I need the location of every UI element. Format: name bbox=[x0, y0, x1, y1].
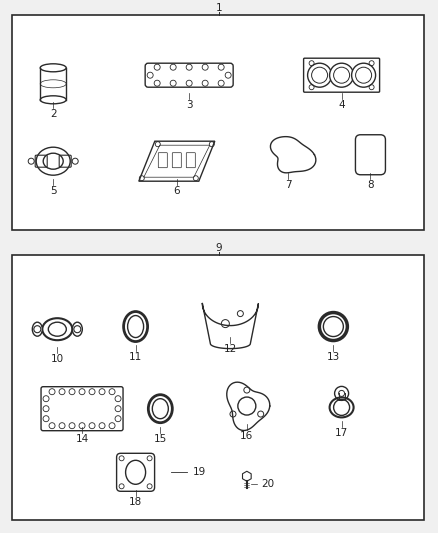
Text: 13: 13 bbox=[327, 352, 340, 361]
Ellipse shape bbox=[40, 80, 66, 88]
Text: 4: 4 bbox=[338, 100, 345, 110]
Circle shape bbox=[323, 317, 343, 336]
Circle shape bbox=[258, 411, 264, 417]
Text: 14: 14 bbox=[75, 434, 88, 443]
Circle shape bbox=[230, 411, 236, 417]
Text: 11: 11 bbox=[129, 352, 142, 361]
Text: 5: 5 bbox=[50, 186, 57, 196]
Ellipse shape bbox=[72, 322, 82, 336]
Circle shape bbox=[307, 63, 332, 87]
Circle shape bbox=[244, 387, 250, 393]
Text: 18: 18 bbox=[129, 497, 142, 507]
Text: 3: 3 bbox=[186, 100, 192, 110]
Text: 19: 19 bbox=[193, 467, 206, 477]
Text: 20: 20 bbox=[261, 479, 274, 489]
Text: 10: 10 bbox=[51, 354, 64, 364]
Bar bbox=[12, 255, 424, 520]
Circle shape bbox=[238, 397, 256, 415]
Circle shape bbox=[352, 63, 376, 87]
Text: 6: 6 bbox=[173, 186, 180, 196]
Circle shape bbox=[334, 399, 350, 415]
Text: 17: 17 bbox=[335, 429, 348, 439]
Text: 16: 16 bbox=[240, 431, 254, 441]
Ellipse shape bbox=[152, 399, 168, 419]
Ellipse shape bbox=[126, 461, 145, 484]
Bar bbox=[12, 15, 424, 230]
Circle shape bbox=[339, 390, 345, 397]
Text: 8: 8 bbox=[367, 180, 374, 190]
Text: 1: 1 bbox=[215, 3, 223, 13]
Text: 9: 9 bbox=[215, 243, 223, 253]
Text: 15: 15 bbox=[154, 434, 167, 443]
Text: 7: 7 bbox=[285, 180, 291, 190]
Circle shape bbox=[330, 63, 353, 87]
Text: 12: 12 bbox=[224, 344, 237, 353]
Ellipse shape bbox=[32, 322, 42, 336]
Polygon shape bbox=[243, 471, 251, 481]
Text: 2: 2 bbox=[50, 109, 57, 119]
